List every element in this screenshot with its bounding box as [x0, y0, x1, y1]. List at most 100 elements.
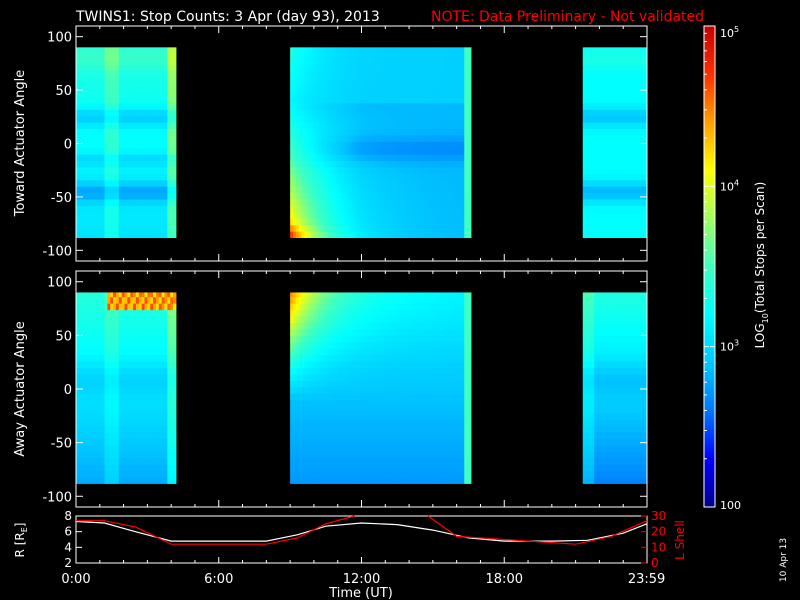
heatmap-cell — [113, 160, 117, 168]
heatmap-cell — [597, 211, 601, 219]
heatmap-cell — [392, 199, 397, 206]
heatmap-cell — [392, 102, 397, 110]
heatmap-cell — [173, 470, 177, 478]
heatmap-cell — [424, 231, 428, 238]
heatmap-cell — [158, 399, 163, 407]
heatmap-cell — [101, 412, 106, 420]
heatmap-cell — [295, 341, 300, 349]
heatmap-cell — [93, 167, 97, 174]
heatmap-cell — [144, 464, 148, 472]
heatmap-cell — [118, 122, 123, 130]
heatmap-cell — [304, 476, 308, 484]
heatmap-cell — [390, 147, 394, 155]
heatmap-cell — [173, 160, 177, 168]
heatmap-cell — [87, 380, 91, 388]
heatmap-cell — [415, 154, 420, 162]
heatmap-cell — [164, 303, 168, 311]
heatmap-cell — [90, 341, 94, 349]
heatmap-cell — [87, 47, 91, 53]
heatmap-cell — [118, 199, 123, 206]
heatmap-cell — [617, 134, 621, 142]
heatmap-cell — [98, 51, 103, 59]
heatmap-cell — [110, 160, 114, 168]
heatmap-cell — [81, 115, 86, 123]
heatmap-cell — [127, 464, 131, 472]
heatmap-cell — [619, 96, 624, 104]
heatmap-cell — [295, 316, 300, 323]
heatmap-cell — [298, 141, 303, 149]
heatmap-cell — [611, 147, 615, 155]
heatmap-cell — [347, 122, 351, 130]
heatmap-cell — [301, 128, 305, 136]
heatmap-cell — [628, 64, 632, 72]
heatmap-cell — [370, 160, 374, 168]
heatmap-cell — [582, 160, 587, 168]
heatmap-cell — [113, 115, 117, 123]
heatmap-cell — [298, 122, 303, 130]
heatmap-cell — [170, 122, 174, 130]
heatmap-cell — [141, 451, 146, 459]
heatmap-cell — [98, 224, 103, 232]
heatmap-cell — [147, 179, 151, 187]
heatmap-cell — [295, 96, 300, 104]
heatmap-cell — [110, 224, 114, 232]
heatmap-cell — [295, 134, 300, 142]
heatmap-cell — [315, 90, 320, 97]
heatmap-cell — [107, 141, 111, 149]
heatmap-cell — [628, 96, 632, 104]
heatmap-cell — [467, 70, 471, 78]
heatmap-cell — [290, 316, 294, 323]
heatmap-cell — [76, 134, 80, 142]
heatmap-cell — [138, 373, 143, 381]
heatmap-cell — [141, 393, 146, 401]
heatmap-cell — [170, 179, 174, 187]
heatmap-cell — [381, 231, 385, 238]
heatmap-cell — [611, 51, 615, 59]
heatmap-cell — [78, 457, 83, 465]
heatmap-cell — [121, 192, 126, 200]
heatmap-cell — [104, 147, 108, 155]
heatmap-cell — [622, 47, 627, 53]
heatmap-cell — [441, 128, 445, 136]
heatmap-cell — [330, 47, 334, 53]
heatmap-cell — [101, 316, 106, 323]
heatmap-cell — [301, 77, 305, 85]
heatmap-cell — [634, 218, 638, 226]
heatmap-cell — [330, 102, 334, 110]
heatmap-cell — [310, 115, 314, 123]
heatmap-cell — [455, 115, 460, 123]
heatmap-cell — [115, 141, 120, 149]
heatmap-cell — [298, 160, 303, 168]
heatmap-cell — [427, 77, 431, 85]
heatmap-cell — [95, 470, 100, 478]
heatmap-cell — [173, 51, 177, 59]
heatmap-cell — [101, 211, 106, 219]
heatmap-cell — [101, 476, 106, 484]
heatmap-cell — [98, 147, 103, 155]
heatmap-cell — [432, 47, 437, 53]
heatmap-cell — [347, 199, 351, 206]
heatmap-cell — [367, 83, 371, 91]
heatmap-cell — [614, 199, 618, 206]
heatmap-cell — [304, 419, 308, 426]
heatmap-cell — [147, 476, 151, 484]
heatmap-cell — [421, 122, 425, 130]
heatmap-cell — [432, 154, 437, 162]
heatmap-cell — [127, 128, 131, 136]
heatmap-cell — [450, 231, 454, 238]
heatmap-cell — [144, 192, 148, 200]
heatmap-cell — [435, 109, 440, 117]
heatmap-cell — [355, 167, 360, 174]
heatmap-cell — [324, 90, 328, 97]
heatmap-cell — [76, 147, 80, 155]
heatmap-cell — [113, 64, 117, 72]
heatmap-cell — [588, 186, 592, 194]
heatmap-cell — [124, 476, 128, 484]
heatmap-cell — [378, 160, 382, 168]
heatmap-cell — [622, 70, 627, 78]
heatmap-cell — [150, 160, 154, 168]
heatmap-cell — [121, 186, 126, 194]
heatmap-cell — [147, 167, 151, 174]
heatmap-cell — [599, 77, 604, 85]
heatmap-cell — [164, 451, 168, 459]
